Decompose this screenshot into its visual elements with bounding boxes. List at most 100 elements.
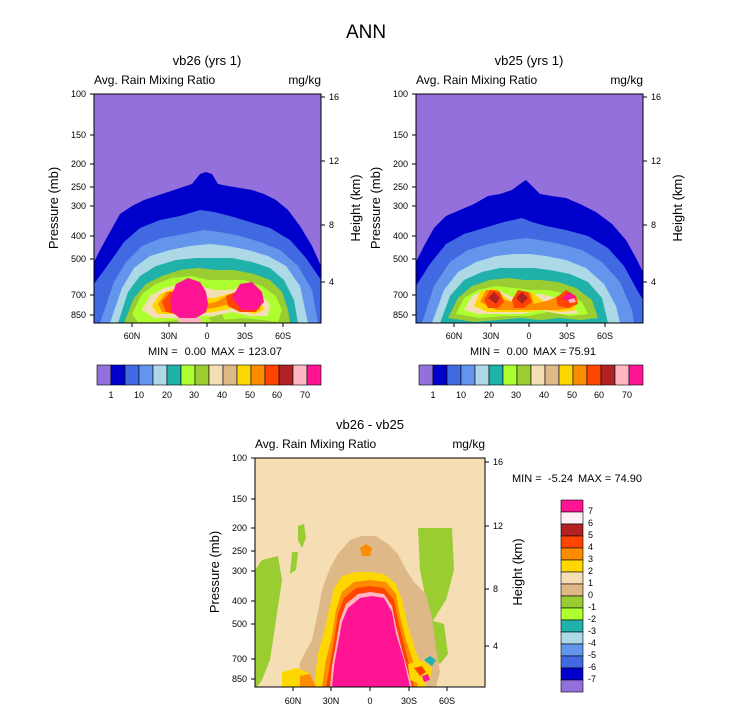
max-label: MAX =: [578, 473, 611, 485]
latitude-tick-label: 60N: [446, 331, 463, 341]
colorbar-swatch: [152, 364, 168, 386]
pressure-tick-label: 150: [393, 130, 408, 140]
colorbar: [96, 364, 322, 386]
latitude-tick-label: 60N: [124, 331, 141, 341]
pressure-tick-label: 150: [71, 130, 86, 140]
colorbar: [418, 364, 644, 386]
colorbar-label: 2: [588, 566, 593, 576]
colorbar-swatch: [560, 547, 584, 561]
colorbar-swatch: [418, 364, 434, 386]
colorbar-swatch: [544, 364, 560, 386]
pressure-tick-label: 500: [71, 254, 86, 264]
panel-subtitle-left: Avg. Rain Mixing Ratio: [94, 73, 215, 87]
colorbar-label: 7: [588, 506, 593, 516]
height-tick-label: 8: [329, 220, 334, 230]
y-axis-right-label: Height (km): [670, 174, 685, 241]
min-value: 0.00: [185, 346, 206, 358]
panel-subtitle-right: mg/kg: [610, 73, 643, 87]
pressure-tick-label: 200: [232, 523, 247, 533]
figure-title: ANN: [346, 22, 386, 43]
colorbar-label: -7: [588, 674, 596, 684]
panel-difference: vb26 - vb25 Avg. Rain Mixing Ratio mg/kg: [207, 417, 642, 706]
latitude-tick-label: 60N: [285, 696, 302, 706]
height-tick-label: 16: [651, 92, 661, 102]
pressure-tick-label: 300: [71, 201, 86, 211]
colorbar-swatch: [560, 667, 584, 681]
pressure-tick-label: 100: [71, 89, 86, 99]
colorbar-swatch: [614, 364, 630, 386]
colorbar-swatch: [560, 571, 584, 585]
colorbar-swatch: [560, 523, 584, 537]
pressure-tick-label: 250: [71, 182, 86, 192]
min-label: MIN =: [470, 346, 500, 358]
pressure-tick-label: 850: [71, 310, 86, 320]
colorbar-swatch: [560, 655, 584, 669]
pressure-tick-label: 300: [393, 201, 408, 211]
panel-subtitle-left: Avg. Rain Mixing Ratio: [416, 73, 537, 87]
pressure-tick-label: 400: [71, 231, 86, 241]
colorbar-swatch: [166, 364, 182, 386]
colorbar-label: 30: [511, 390, 521, 400]
panel-subtitle-right: mg/kg: [288, 73, 321, 87]
colorbar-swatch: [516, 364, 532, 386]
colorbar-label: 40: [217, 390, 227, 400]
colorbar-label: 3: [588, 554, 593, 564]
height-tick-label: 8: [651, 220, 656, 230]
height-tick-label: 12: [329, 156, 339, 166]
colorbar-swatch: [124, 364, 140, 386]
colorbar-swatch: [560, 499, 584, 513]
colorbar-swatch: [222, 364, 238, 386]
y-axis-right-label: Height (km): [510, 538, 525, 605]
colorbar-swatch: [558, 364, 574, 386]
height-tick-label: 8: [493, 584, 498, 594]
height-tick-label: 4: [493, 641, 498, 651]
colorbar-swatch: [502, 364, 518, 386]
colorbar-label: 1: [588, 578, 593, 588]
pressure-tick-label: 700: [71, 290, 86, 300]
pressure-tick-label: 200: [393, 159, 408, 169]
min-label: MIN =: [148, 346, 178, 358]
contour-field: [255, 458, 485, 687]
pressure-tick-label: 100: [393, 89, 408, 99]
pressure-tick-label: 700: [393, 290, 408, 300]
colorbar-swatch: [194, 364, 210, 386]
colorbar-swatch: [236, 364, 252, 386]
pressure-tick-label: 100: [232, 453, 247, 463]
colorbar-label: 5: [588, 530, 593, 540]
colorbar-label: 50: [245, 390, 255, 400]
pressure-tick-marks: [412, 93, 647, 327]
colorbar-swatch: [560, 607, 584, 621]
latitude-tick-label: 30S: [401, 696, 417, 706]
y-axis-label: Pressure (mb): [368, 167, 383, 249]
panel-title: vb26 (yrs 1): [173, 53, 242, 68]
colorbar-swatch: [560, 619, 584, 633]
pressure-tick-label: 300: [232, 566, 247, 576]
colorbar-swatch: [560, 559, 584, 573]
latitude-tick-label: 60S: [597, 331, 613, 341]
colorbar-label: 40: [539, 390, 549, 400]
colorbar-label: 4: [588, 542, 593, 552]
pressure-tick-marks: [90, 93, 325, 327]
pressure-tick-label: 200: [71, 159, 86, 169]
colorbar-label: 10: [134, 390, 144, 400]
height-tick-label: 4: [329, 277, 334, 287]
min-value: 0.00: [507, 346, 528, 358]
colorbar-label: 70: [622, 390, 632, 400]
colorbar-label: 60: [594, 390, 604, 400]
pressure-tick-marks: [251, 457, 489, 691]
contour-field: [416, 94, 643, 323]
colorbar-label: -5: [588, 650, 596, 660]
colorbar-swatch: [264, 364, 280, 386]
colorbar-swatch: [560, 583, 584, 597]
max-label: MAX =: [533, 346, 566, 358]
pressure-tick-label: 250: [393, 182, 408, 192]
colorbar-swatch: [306, 364, 322, 386]
colorbar-swatch: [250, 364, 266, 386]
pressure-tick-label: 150: [232, 494, 247, 504]
height-tick-label: 16: [493, 457, 503, 467]
pressure-tick-label: 850: [232, 674, 247, 684]
colorbar-swatch: [208, 364, 224, 386]
latitude-tick-label: 0: [204, 331, 209, 341]
colorbar-swatch: [560, 595, 584, 609]
